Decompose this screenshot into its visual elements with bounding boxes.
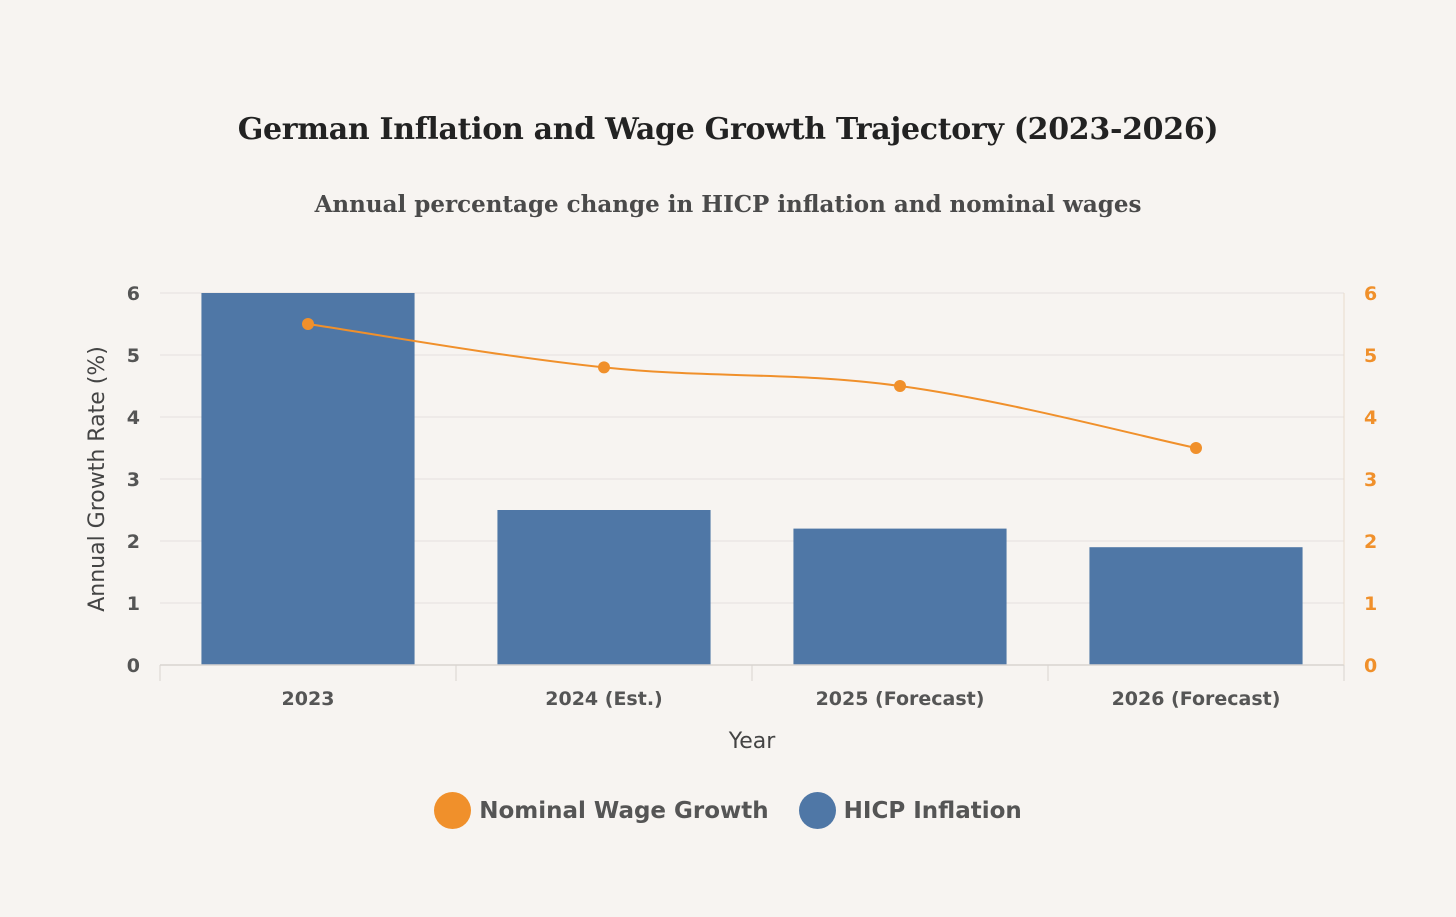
y2-tick-label: 1 (1364, 593, 1377, 615)
legend-label-inflation: HICP Inflation (843, 797, 1022, 824)
legend: Nominal Wage Growth HICP Inflation (0, 792, 1456, 829)
y-tick-label: 6 (127, 283, 140, 305)
y-tick-label: 2 (127, 531, 140, 553)
legend-item-inflation[interactable]: HICP Inflation (798, 792, 1022, 829)
y2-tick-label: 2 (1364, 531, 1377, 553)
bar-hicp-inflation (793, 528, 1007, 665)
x-axis-label: Year (728, 729, 777, 754)
point-nominal-wage-growth (598, 361, 610, 374)
y-tick-label: 0 (127, 655, 140, 677)
point-nominal-wage-growth (1190, 442, 1202, 454)
y-tick-label: 5 (127, 345, 140, 367)
legend-swatch-wage (434, 792, 472, 829)
y2-tick-label: 0 (1364, 655, 1377, 677)
chart-subtitle: Annual percentage change in HICP inflati… (314, 191, 1142, 218)
point-nominal-wage-growth (302, 318, 314, 330)
y2-tick-label: 4 (1364, 407, 1377, 429)
y2-tick-label: 5 (1364, 345, 1377, 367)
y2-tick-label: 3 (1364, 469, 1377, 491)
chart-title: German Inflation and Wage Growth Traject… (237, 112, 1219, 147)
y2-tick-label: 6 (1364, 283, 1377, 305)
x-tick-label: 2026 (Forecast) (1112, 688, 1281, 710)
x-tick-label: 2024 (Est.) (545, 688, 662, 710)
y-axis-label: Annual Growth Rate (%) (85, 346, 110, 612)
y-tick-label: 1 (127, 593, 140, 615)
x-tick-label: 2023 (282, 688, 335, 710)
legend-swatch-inflation (798, 792, 836, 829)
legend-label-wage: Nominal Wage Growth (479, 797, 769, 824)
y-tick-label: 3 (127, 469, 140, 491)
bar-hicp-inflation (201, 293, 415, 665)
point-nominal-wage-growth (894, 380, 906, 392)
x-tick-label: 2025 (Forecast) (816, 688, 985, 710)
line-nominal-wage-growth (307, 323, 1197, 449)
bar-hicp-inflation (497, 510, 711, 665)
y-tick-label: 4 (127, 407, 140, 429)
bar-hicp-inflation (1089, 547, 1303, 665)
legend-item-wage[interactable]: Nominal Wage Growth (434, 792, 769, 829)
